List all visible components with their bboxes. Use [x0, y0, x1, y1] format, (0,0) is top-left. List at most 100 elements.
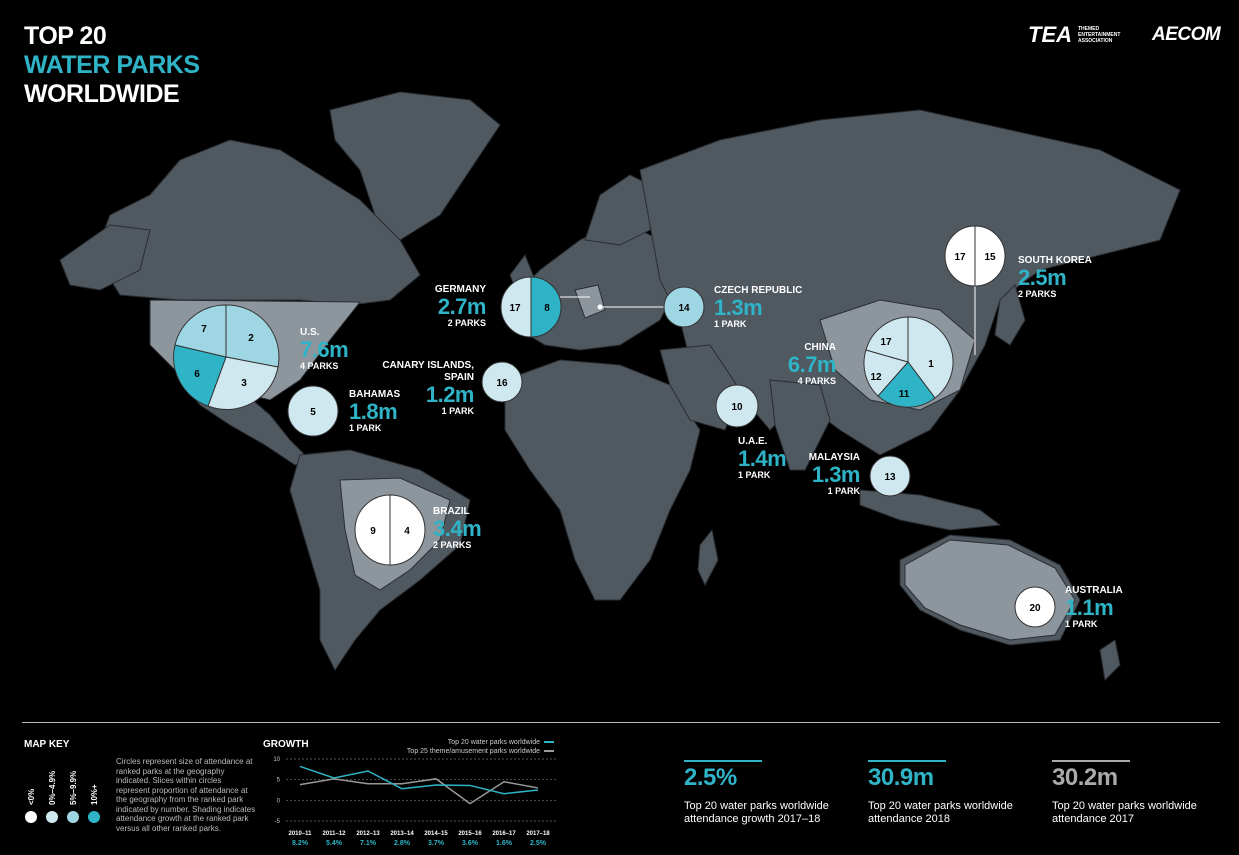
key-label-0: <0%	[27, 789, 36, 805]
germany-name: GERMANY	[434, 284, 486, 295]
x-label-7: 2017–18	[526, 831, 550, 837]
canary-value: 1.2m	[425, 382, 475, 407]
greenland-shape	[329, 91, 501, 241]
canary-label: CANARY ISLANDS, SPAIN 1.2m 1 PARK	[366, 360, 474, 417]
series-line-0	[299, 765, 539, 795]
attendance-circles: 2 3 6 7 5 16 8 17 14 10 1 11 12 17 15 17…	[173, 225, 1056, 628]
bahamas-circle	[287, 385, 339, 437]
us-slice-6	[173, 344, 227, 407]
malaysia-name: MALAYSIA	[808, 452, 860, 463]
south-korea-slice-15	[974, 225, 1006, 287]
indonesia-shape	[859, 489, 1002, 531]
bahamas-label: BAHAMAS 1.8m 1 PARK	[349, 389, 400, 434]
china-name: CHINA	[804, 342, 836, 353]
germany-parks: 2 PARKS	[447, 318, 486, 328]
south-korea-label: SOUTH KOREA 2.5m 2 PARKS	[1018, 255, 1092, 300]
alaska-shape	[59, 224, 151, 291]
germany-slice-17	[500, 276, 532, 338]
stat-2018-value: 30.9m	[868, 764, 934, 791]
world-map	[59, 91, 1181, 682]
series-line-1	[299, 778, 539, 805]
china-slice-12	[863, 349, 909, 397]
china-slice-label-17: 17	[880, 337, 892, 348]
india-shape	[769, 379, 831, 471]
germany-label: GERMANY 2.7m 2 PARKS	[420, 284, 487, 329]
brazil-value: 3.4m	[433, 516, 482, 541]
china-slice-label-1: 1	[928, 359, 934, 370]
germany-slice-8	[530, 276, 562, 338]
us-slice-7	[174, 304, 227, 358]
value-label-4: 3.7%	[428, 840, 445, 847]
bahamas-slice-label: 5	[310, 407, 316, 418]
uae-circle	[715, 384, 759, 428]
value-label-6: 1.6%	[496, 840, 513, 847]
value-label-2: 7.1%	[360, 840, 377, 847]
brazil-pie	[354, 494, 426, 566]
stat-2018-desc: Top 20 water parks worldwide attendance …	[868, 800, 1013, 825]
us-parks: 4 PARKS	[300, 361, 339, 371]
bottom-divider	[22, 722, 1220, 723]
stat-growth-desc: Top 20 water parks worldwide attendance …	[684, 800, 829, 825]
bahamas-name: BAHAMAS	[349, 389, 401, 400]
australia-name: AUSTRALIA	[1065, 585, 1123, 596]
map-key-heading: MAP KEY	[24, 739, 70, 750]
germany-slice-label-17: 17	[509, 303, 521, 314]
x-label-0: 2010–11	[288, 831, 312, 837]
tea-logo: TEA THEMED ENTERTAINMENT ASSOCIATION	[1028, 22, 1122, 48]
brazil-slice-label-9: 9	[370, 526, 376, 537]
africa-shape	[504, 359, 701, 601]
x-label-5: 2015–16	[458, 831, 482, 837]
czech-parks: 1 PARK	[714, 319, 747, 329]
uae-parks: 1 PARK	[738, 470, 771, 480]
germany-shape	[574, 284, 606, 319]
south-korea-parks: 2 PARKS	[1018, 289, 1057, 299]
malaysia-label: MALAYSIA 1.3m 1 PARK	[800, 452, 861, 497]
malaysia-parks: 1 PARK	[827, 486, 860, 496]
china-label: CHINA 6.7m 4 PARKS	[780, 342, 837, 387]
value-label-0: 8.2%	[292, 840, 309, 847]
page-title: TOP 20 WATER PARKS WORLDWIDE	[24, 22, 200, 109]
x-label-4: 2014–15	[424, 831, 448, 837]
stat-growth-value: 2.5%	[684, 764, 737, 791]
key-label-3: 10%+	[90, 784, 99, 805]
canary-parks: 1 PARK	[441, 406, 474, 416]
key-swatch-2	[67, 811, 79, 823]
x-label-2: 2012–13	[356, 831, 380, 837]
china-pie	[863, 316, 954, 408]
key-label-2: 5%–9.9%	[69, 771, 78, 805]
title-line-3: WORLDWIDE	[24, 80, 180, 108]
canary-name: CANARY ISLANDS, SPAIN	[382, 360, 474, 383]
y-tick-0: 10	[273, 757, 280, 763]
china-slice-label-12: 12	[870, 372, 882, 383]
australia-circle	[1014, 586, 1056, 628]
czech-label: CZECH REPUBLIC 1.3m 1 PARK	[714, 285, 802, 330]
new-zealand-shape	[1099, 639, 1121, 682]
china-slice-11	[877, 361, 936, 408]
y-tick-2: 0	[277, 798, 281, 804]
canary-slice-label: 16	[496, 378, 508, 389]
stat-2017-desc: Top 20 water parks worldwide attendance …	[1052, 800, 1197, 825]
tea-logo-mark: TEA	[1028, 22, 1072, 47]
title-line-2: WATER PARKS	[24, 51, 200, 79]
us-slice-label-6: 6	[194, 369, 200, 380]
malaysia-circle	[869, 455, 911, 497]
czech-circle	[663, 286, 705, 328]
germany-slice-label-8: 8	[544, 303, 550, 314]
y-tick-3: -5	[275, 819, 281, 825]
us-slice-label-7: 7	[201, 324, 207, 335]
us-slice-3	[207, 356, 279, 410]
stat-2017-line	[1052, 760, 1130, 762]
brazil-label: BRAZIL 3.4m 2 PARKS	[433, 506, 482, 551]
us-value: 7.6m	[300, 337, 349, 362]
key-swatch-1	[46, 811, 58, 823]
key-swatch-3	[88, 811, 100, 823]
south-korea-pie	[944, 225, 1006, 287]
australia-parks: 1 PARK	[1065, 619, 1098, 629]
germany-value: 2.7m	[437, 294, 487, 319]
brazil-slice-9	[354, 494, 391, 566]
growth-chart: Top 20 water parks worldwide Top 25 them…	[273, 739, 558, 847]
y-tick-1: 5	[277, 778, 281, 784]
australia-label: AUSTRALIA 1.1m 1 PARK	[1065, 585, 1123, 630]
stat-2017-value: 30.2m	[1052, 764, 1118, 791]
uae-label: U.A.E. 1.4m 1 PARK	[738, 436, 787, 481]
